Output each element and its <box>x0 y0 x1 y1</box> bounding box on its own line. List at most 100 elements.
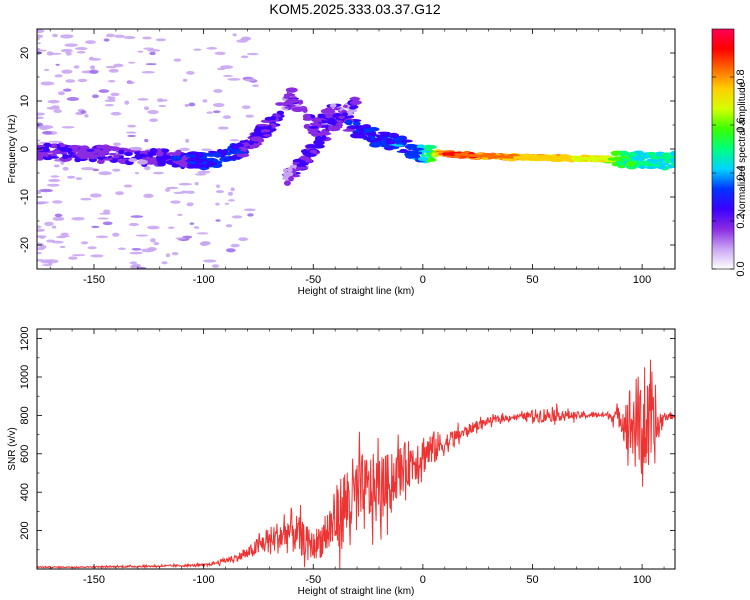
y-tick-label: 0 <box>19 146 31 152</box>
spectrogram-noise-blob <box>52 200 63 204</box>
spectrogram-signal-blob <box>377 131 391 135</box>
spectrogram-signal-blob <box>75 152 88 158</box>
spectrogram-signal-blob <box>207 150 217 154</box>
spectrogram-signal-blob <box>392 137 403 143</box>
spectrogram-signal-blob <box>291 96 297 99</box>
spectrogram-signal-blob <box>74 157 81 161</box>
spectrogram-signal-blob <box>101 149 110 155</box>
spectrogram-noise-blob <box>53 164 60 168</box>
y-tick-label: 10 <box>19 95 31 107</box>
spectrogram-noise-blob <box>95 235 109 239</box>
spectrogram-noise-blob <box>37 112 45 116</box>
spectrogram-noise-blob <box>124 100 130 105</box>
spectrogram-noise-blob <box>224 202 230 205</box>
spectrogram-noise-blob <box>200 241 211 246</box>
spectrogram-noise-blob <box>131 248 142 251</box>
spectrogram-noise-blob <box>59 245 66 249</box>
spectrogram-noise-blob <box>222 74 234 77</box>
spectrogram-signal-blob <box>108 152 117 156</box>
spectrogram-signal-blob <box>309 122 321 127</box>
spectrogram-noise-blob <box>123 184 133 188</box>
spectrogram-noise-blob <box>127 134 136 138</box>
spectrogram-noise-blob <box>89 56 94 61</box>
spectrogram-noise-blob <box>164 188 171 192</box>
spectrogram-noise-blob <box>62 88 72 92</box>
spectrogram-noise-blob <box>37 139 41 142</box>
spectrogram-noise-blob <box>145 63 157 66</box>
spectrogram-noise-blob <box>37 142 40 146</box>
spectrogram-signal-blob <box>219 149 229 156</box>
spectrogram-noise-blob <box>65 79 76 83</box>
spectrogram-signal-blob <box>284 106 293 109</box>
spectrogram-noise-blob <box>203 259 217 263</box>
spectrogram-noise-blob <box>215 184 221 188</box>
spectrogram-noise-blob <box>211 264 220 268</box>
spectrogram-signal-blob <box>171 164 180 168</box>
spectrogram-noise-blob <box>40 259 52 264</box>
spectrogram-signal-blob <box>649 155 663 160</box>
spectrogram-noise-blob <box>112 232 120 237</box>
spectrogram-noise-blob <box>114 34 126 38</box>
spectrogram-noise-blob <box>230 187 235 192</box>
spectrogram-noise-blob <box>48 178 61 183</box>
spectrogram-noise-blob <box>141 71 155 74</box>
spectrogram-signal-blob <box>296 166 308 170</box>
spectrogram-signal-blob <box>381 139 387 144</box>
spectrogram-noise-blob <box>61 126 75 129</box>
spectrogram-noise-blob <box>216 67 226 71</box>
x-tick-label: -150 <box>83 274 105 286</box>
spectrogram-noise-blob <box>194 173 207 176</box>
spectrogram-signal-blob <box>303 123 311 129</box>
spectrogram-noise-blob <box>37 201 50 204</box>
snr-y-axis-label: SNR (v/v) <box>7 427 18 470</box>
spectrogram-signal-blob <box>669 151 675 157</box>
colorbar-gradient <box>712 29 734 269</box>
spectrogram-noise-blob <box>246 52 259 56</box>
x-tick-label: 0 <box>420 574 426 586</box>
spectrogram-signal-blob <box>322 130 330 136</box>
spectrogram-noise-blob <box>240 55 249 59</box>
spectrogram-signal-blob <box>149 148 158 154</box>
spectrogram-noise-blob <box>80 167 95 171</box>
spectrogram-signal-blob <box>181 164 189 168</box>
spectrogram-noise-blob <box>60 232 69 236</box>
spectrogram-signal-blob <box>134 153 148 158</box>
spectrogram-signal-blob <box>213 152 222 158</box>
spectrogram-noise-blob <box>143 106 150 111</box>
spectrogram-signal-blob <box>283 180 291 186</box>
spectrogram-signal-blob <box>631 156 643 160</box>
spectrogram-signal-blob <box>70 145 83 148</box>
spectrogram-noise-blob <box>178 182 193 186</box>
spectrogram-signal-blob <box>646 151 657 156</box>
spectrogram-signal-blob <box>669 157 675 161</box>
spectrogram-signal-blob <box>236 150 246 154</box>
spectrogram-noise-blob <box>112 142 122 147</box>
spectrogram-noise-blob <box>64 43 78 47</box>
spectrogram-noise-blob <box>71 254 86 257</box>
spectrogram-signal-blob <box>283 95 291 99</box>
spectrogram-signal-blob <box>309 149 318 154</box>
spectrogram-noise-blob <box>57 91 65 96</box>
spectrogram-signal-blob <box>102 158 113 161</box>
spectrogram-signal-blob <box>50 156 60 159</box>
spectrogram-noise-blob <box>80 197 92 201</box>
spectrogram-noise-blob <box>196 232 209 235</box>
spectrogram-noise-blob <box>37 42 42 45</box>
spectrogram-signal-blob <box>420 154 427 157</box>
spectrogram-signal-blob <box>248 139 255 146</box>
spectrogram-signal-blob <box>347 109 358 113</box>
spectrogram-noise-blob <box>193 48 202 51</box>
spectrogram-noise-blob <box>103 209 111 214</box>
spectrogram-noise-blob <box>135 234 149 237</box>
spectrogram-noise-blob <box>129 251 143 255</box>
spectrogram-signal-blob <box>618 165 624 168</box>
colorbar: 0.0 0.2 0.4 0.6 0.8 Normalized spectral ampl… <box>711 28 748 277</box>
spectrogram-signal-blob <box>327 119 338 125</box>
spectrogram-signal-blob <box>400 139 413 143</box>
spectrogram-signal-blob <box>351 97 359 101</box>
spectrogram-signal-blob <box>236 152 250 158</box>
spectrogram-signal-blob <box>201 167 207 170</box>
spectrogram-noise-blob <box>137 50 144 53</box>
